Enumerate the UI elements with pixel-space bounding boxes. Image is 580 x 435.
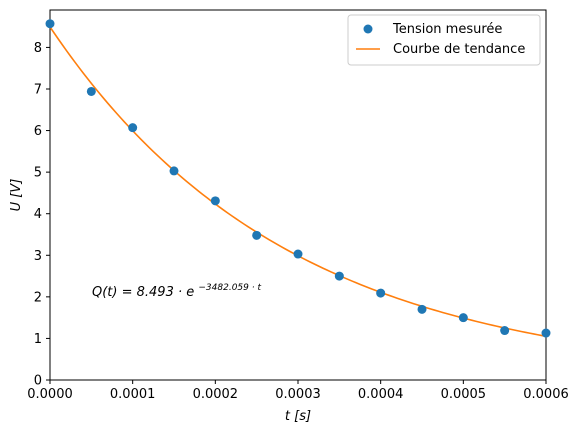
annotation: Q(t) = 8.493 · e −3482.059 · t (92, 283, 261, 300)
legend-box (347, 14, 541, 66)
data-point (458, 313, 468, 323)
x-tick-label: 0.0001 (110, 387, 156, 402)
legend: Tension mesurée Courbe de tendance (347, 14, 541, 66)
measured-points-series (45, 19, 551, 338)
legend-label-fit: Courbe de tendance (393, 42, 525, 57)
y-tick-label: 5 (34, 166, 42, 181)
data-point (541, 328, 551, 338)
x-tick-label: 0.0004 (358, 387, 404, 402)
y-tick-label: 1 (34, 332, 42, 347)
data-point (500, 326, 510, 336)
x-axis-title: t [s] (285, 409, 311, 424)
data-point (417, 304, 427, 314)
annotation-main: Q(t) = 8.493 · e (92, 285, 194, 300)
y-axis: 0 1 2 3 4 5 6 7 8 (34, 41, 50, 389)
x-tick-label: 0.0002 (193, 387, 239, 402)
x-tick-label: 0.0006 (523, 387, 569, 402)
y-tick-label: 4 (34, 207, 42, 222)
y-tick-label: 7 (34, 82, 42, 97)
data-point (293, 249, 303, 259)
data-point (334, 271, 344, 281)
data-point (376, 288, 386, 298)
y-tick-label: 3 (34, 249, 42, 264)
data-point (128, 123, 138, 133)
y-tick-label: 2 (34, 290, 42, 305)
y-tick-label: 8 (34, 41, 42, 56)
y-tick-label: 6 (34, 124, 42, 139)
y-axis-title: U [V] (9, 179, 24, 212)
data-point (86, 86, 96, 96)
x-axis: 0.0000 0.0001 0.0002 0.0003 0.0004 0.0005 0.00… (27, 380, 569, 402)
x-tick-label: 0.0005 (441, 387, 487, 402)
legend-label-measured: Tension mesurée (392, 22, 502, 37)
annotation-exponent: −3482.059 · t (198, 283, 261, 293)
annotation-text: Q(t) = 8.493 · e −3482.059 · t (92, 283, 261, 300)
data-point (169, 166, 179, 176)
x-tick-label: 0.0000 (27, 387, 73, 402)
data-point (252, 230, 262, 240)
x-tick-label: 0.0003 (275, 387, 321, 402)
legend-marker-measured (363, 24, 373, 34)
data-point (45, 19, 55, 29)
y-tick-label: 0 (34, 374, 42, 389)
data-point (210, 196, 220, 206)
